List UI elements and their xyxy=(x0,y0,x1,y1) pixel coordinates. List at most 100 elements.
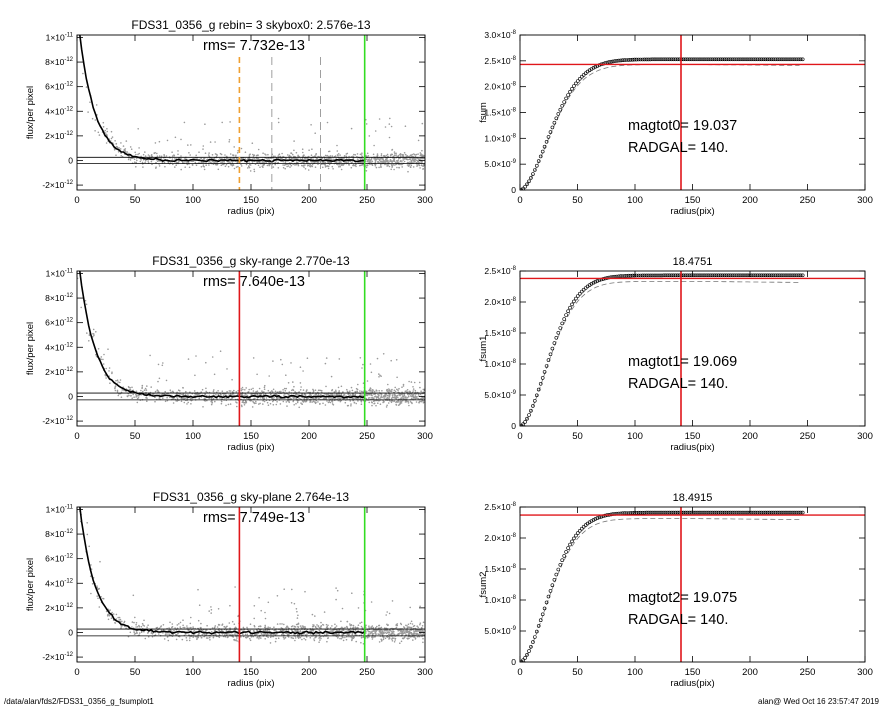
growth-point xyxy=(548,130,553,134)
growth-point xyxy=(736,57,741,62)
pixel-point xyxy=(217,390,219,392)
growth-point xyxy=(783,57,787,62)
pixel-point xyxy=(267,153,269,156)
growth-point xyxy=(759,57,764,62)
x-tick-label: 250 xyxy=(359,195,375,206)
pixel-point xyxy=(318,629,321,632)
pixel-point xyxy=(184,166,186,168)
pixel-point xyxy=(314,636,317,639)
pixel-point xyxy=(175,638,178,641)
pixel-point xyxy=(178,623,180,625)
pixel-point xyxy=(302,151,304,154)
pixel-point xyxy=(247,167,249,169)
profile-line xyxy=(79,507,366,635)
x-tick-label: 150 xyxy=(243,431,259,442)
growth-point xyxy=(701,273,705,278)
pixel-point xyxy=(138,152,140,155)
y-tick-label: 1×10-11 xyxy=(46,504,74,514)
pixel-point xyxy=(275,637,277,640)
pixel-point xyxy=(154,142,157,144)
pixel-point xyxy=(386,165,388,167)
pixel-point xyxy=(293,634,295,636)
pixel-point xyxy=(163,393,165,395)
pixel-point xyxy=(286,625,288,627)
pixel-point xyxy=(407,165,410,167)
pixel-point xyxy=(264,153,266,155)
pixel-point xyxy=(335,598,337,601)
pixel-point xyxy=(309,401,311,403)
pixel-point xyxy=(356,390,358,393)
pixel-point xyxy=(373,630,375,632)
pixel-point xyxy=(394,637,397,640)
pixel-point xyxy=(279,155,282,158)
pixel-point xyxy=(334,627,336,629)
pixel-point xyxy=(338,161,341,164)
pixel-point xyxy=(202,148,204,150)
pixel-point xyxy=(355,165,357,168)
pixel-point xyxy=(383,400,385,403)
pixel-point xyxy=(200,627,202,629)
growth-point xyxy=(699,57,703,62)
growth-point xyxy=(529,408,533,413)
pixel-point xyxy=(169,396,171,399)
pixel-point xyxy=(393,641,396,643)
pixel-point xyxy=(381,629,383,632)
pixel-point xyxy=(250,400,252,402)
pixel-point xyxy=(369,397,371,399)
x-tick-label: 100 xyxy=(185,431,201,442)
pixel-point xyxy=(150,632,153,634)
growth-point xyxy=(667,57,672,62)
pixel-point xyxy=(242,626,245,629)
pixel-point xyxy=(417,397,420,400)
pixel-point xyxy=(126,395,129,398)
pixel-point xyxy=(406,164,409,166)
pixel-point xyxy=(147,160,149,162)
growth-point xyxy=(720,273,725,278)
pixel-point xyxy=(394,153,396,155)
pixel-point xyxy=(269,633,272,636)
pixel-point xyxy=(176,398,179,400)
pixel-point xyxy=(232,158,234,161)
pixel-point xyxy=(275,403,278,406)
pixel-point xyxy=(337,393,340,395)
pixel-point xyxy=(115,613,118,616)
pixel-point xyxy=(144,161,146,164)
pixel-point xyxy=(163,638,166,640)
pixel-point xyxy=(186,627,188,629)
pixel-point xyxy=(355,640,358,643)
pixel-point xyxy=(413,160,415,163)
pixel-point xyxy=(313,624,315,626)
pixel-point xyxy=(286,165,288,168)
growth-point xyxy=(570,302,574,307)
pixel-point xyxy=(251,142,254,144)
pixel-point xyxy=(116,146,118,148)
pixel-point xyxy=(368,635,370,638)
pixel-point xyxy=(133,621,135,624)
pixel-point xyxy=(146,385,148,387)
growth-point xyxy=(544,600,549,605)
growth-point xyxy=(632,510,637,515)
pixel-point xyxy=(194,374,196,377)
pixel-point xyxy=(262,152,264,154)
pixel-point xyxy=(245,394,248,396)
pixel-point xyxy=(417,626,420,629)
pixel-point xyxy=(95,331,97,333)
pixel-point xyxy=(129,159,132,161)
pixel-point xyxy=(359,164,361,167)
pixel-point xyxy=(303,166,305,168)
pixel-point xyxy=(256,154,259,156)
pixel-point xyxy=(314,394,317,396)
pixel-point xyxy=(367,397,370,399)
growth-point xyxy=(687,273,692,278)
pixel-point xyxy=(231,620,234,623)
pixel-point xyxy=(282,400,285,403)
pixel-point xyxy=(311,613,314,616)
pixel-point xyxy=(372,636,374,639)
y-tick-label: 2.5×10-8 xyxy=(484,266,516,276)
growth-point xyxy=(734,510,739,515)
pixel-point xyxy=(305,398,308,400)
growth-point xyxy=(650,273,654,278)
pixel-point xyxy=(309,636,312,639)
pixel-point xyxy=(275,630,277,632)
pixel-point xyxy=(397,391,400,394)
